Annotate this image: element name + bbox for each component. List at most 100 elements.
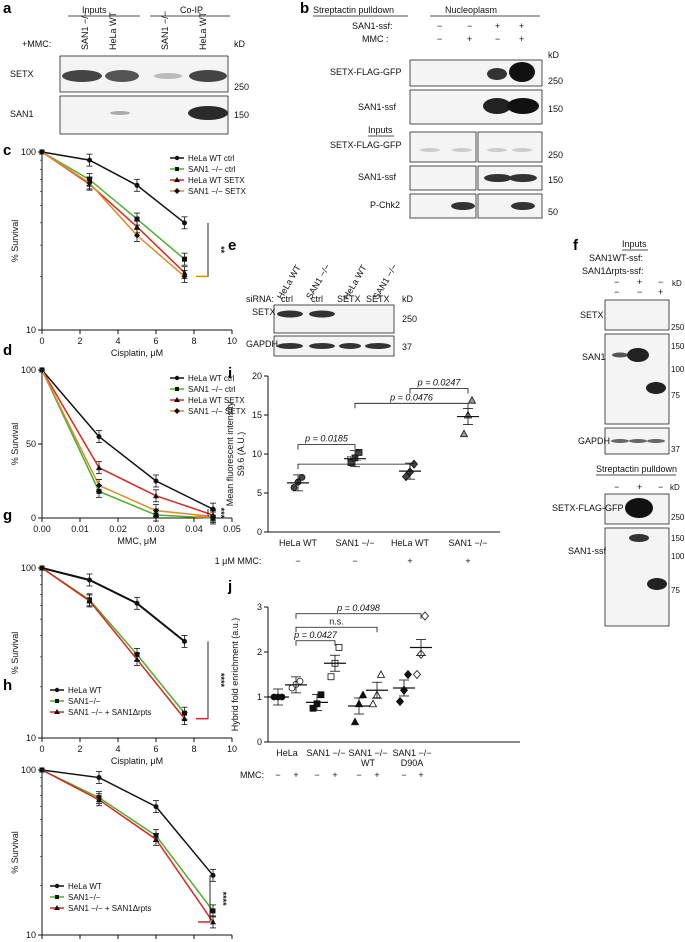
cond-value: −: [614, 482, 619, 492]
legend-marker: [174, 188, 180, 194]
lane-label: HeLa WT: [198, 11, 208, 50]
x-tick-label: 0.03: [147, 524, 165, 534]
panel-letter-h: h: [3, 677, 12, 694]
y-tick-label: 10: [26, 733, 36, 743]
category-label: HeLa: [276, 748, 298, 758]
marker: 75: [671, 391, 680, 400]
cond-label: SAN1WT-ssf:: [589, 253, 643, 263]
band: [647, 439, 665, 443]
x-tick-label: 0.01: [71, 524, 89, 534]
y-tick-label: 100: [21, 147, 36, 157]
marker: 250: [671, 513, 685, 522]
legend-label: SAN1 −/− ctrl: [188, 385, 236, 394]
series-line: [41, 151, 185, 260]
cond-value: −: [637, 287, 642, 297]
data-point: [210, 918, 216, 925]
panel-letter-f: f: [573, 237, 579, 254]
band: [629, 439, 647, 443]
category-label: D90A: [401, 758, 424, 768]
data-point: [96, 434, 102, 440]
legend-label: SAN1 −/− + SAN1Δrpts: [68, 708, 151, 717]
series-line: [41, 369, 214, 518]
data-point: [39, 149, 45, 155]
comparison-label: p = 0.0427: [293, 630, 338, 640]
cond-value: −: [658, 277, 663, 287]
band: [629, 534, 649, 542]
significance-bracket: [196, 222, 209, 277]
cond-value: +: [495, 21, 500, 31]
blot: [273, 304, 395, 334]
y-axis-label: % Survival: [10, 831, 20, 874]
comparison-bracket: [354, 402, 469, 409]
marker: 100: [671, 365, 685, 374]
series-line: [41, 369, 214, 519]
category-label: SAN1 −/−: [306, 748, 345, 758]
band: [627, 348, 649, 362]
treatment-value: −: [295, 556, 300, 566]
legend-marker: [175, 167, 179, 171]
blot-label: SETX-FLAG-GFP: [330, 140, 402, 150]
data-point: [459, 429, 469, 438]
band: [512, 148, 532, 152]
data-point: [39, 565, 45, 571]
row-label: SETX: [580, 310, 604, 320]
panel-letter-b: b: [300, 0, 309, 17]
band: [611, 439, 629, 443]
y-tick-label: 0: [31, 513, 36, 523]
y-axis-label: % Survival: [10, 423, 20, 466]
x-axis-label: Cisplatin, μM: [111, 348, 163, 358]
data-point: [409, 459, 419, 469]
series-line: [41, 369, 214, 516]
marker: 150: [548, 104, 563, 114]
cond-value: −: [495, 34, 500, 44]
series-line: [41, 769, 214, 912]
band: [646, 382, 666, 394]
legend-marker: [54, 687, 60, 693]
header-nucleoplasm: Nucleoplasm: [445, 5, 497, 15]
kd-label: kD: [672, 279, 682, 288]
y-axis-label: % Survival: [10, 632, 20, 675]
cond-value: +: [637, 277, 642, 287]
y-tick-label: 100: [21, 563, 36, 573]
y-tick-label: 0: [257, 737, 262, 747]
chart-i: 0 5 10 15 20 Mean fluorescent intensity S9.6 (…: [215, 371, 500, 566]
marker: 75: [671, 586, 680, 595]
panel-b: Streptactin pulldown Nucleoplasm SAN1-ss…: [313, 5, 563, 219]
chart-g: 10 100 0 2 4 6 8 10 Cisplatin, μM % Survival **** H…: [10, 563, 237, 766]
significance-label: ****: [218, 892, 228, 907]
treatment-label: 1 μM MMC:: [215, 556, 262, 566]
row-label: SETX-FLAG-GFP: [552, 503, 624, 513]
x-tick-label: 4: [115, 336, 120, 346]
cond-label: MMC :: [362, 34, 389, 44]
cond-value: +: [467, 34, 472, 44]
band: [309, 343, 335, 349]
band: [612, 352, 628, 358]
marker: 50: [548, 207, 558, 217]
data-point: [96, 464, 102, 471]
y-tick-label: 50: [26, 439, 36, 449]
sirna-value: ctrl: [281, 294, 293, 304]
band: [154, 73, 182, 79]
band: [277, 343, 303, 349]
y-axis-label: % Survival: [10, 220, 20, 263]
legend-marker: [175, 387, 179, 391]
series-line: [41, 151, 185, 224]
y-tick-label: 20: [252, 371, 262, 381]
data-point: [153, 492, 159, 499]
cond-label: SAN1-ssf:: [352, 21, 393, 31]
kd-label: kD: [548, 50, 560, 60]
comparison-label: p = 0.0247: [417, 377, 462, 387]
data-point: [376, 670, 386, 678]
legend-label: HeLa WT SETX: [188, 176, 245, 185]
cond-value: +: [519, 34, 524, 44]
data-point: [134, 223, 140, 230]
cond-label: SAN1Δrpts-ssf:: [582, 266, 644, 276]
data-point: [86, 179, 93, 186]
series-line: [41, 151, 185, 277]
legend-label: HeLa WT ctrl: [188, 154, 235, 163]
band: [105, 70, 139, 82]
data-point: [134, 600, 140, 606]
significance-bracket: [196, 641, 209, 720]
legend-label: HeLa WT ctrl: [188, 374, 235, 383]
treatment-value: −: [314, 770, 319, 780]
